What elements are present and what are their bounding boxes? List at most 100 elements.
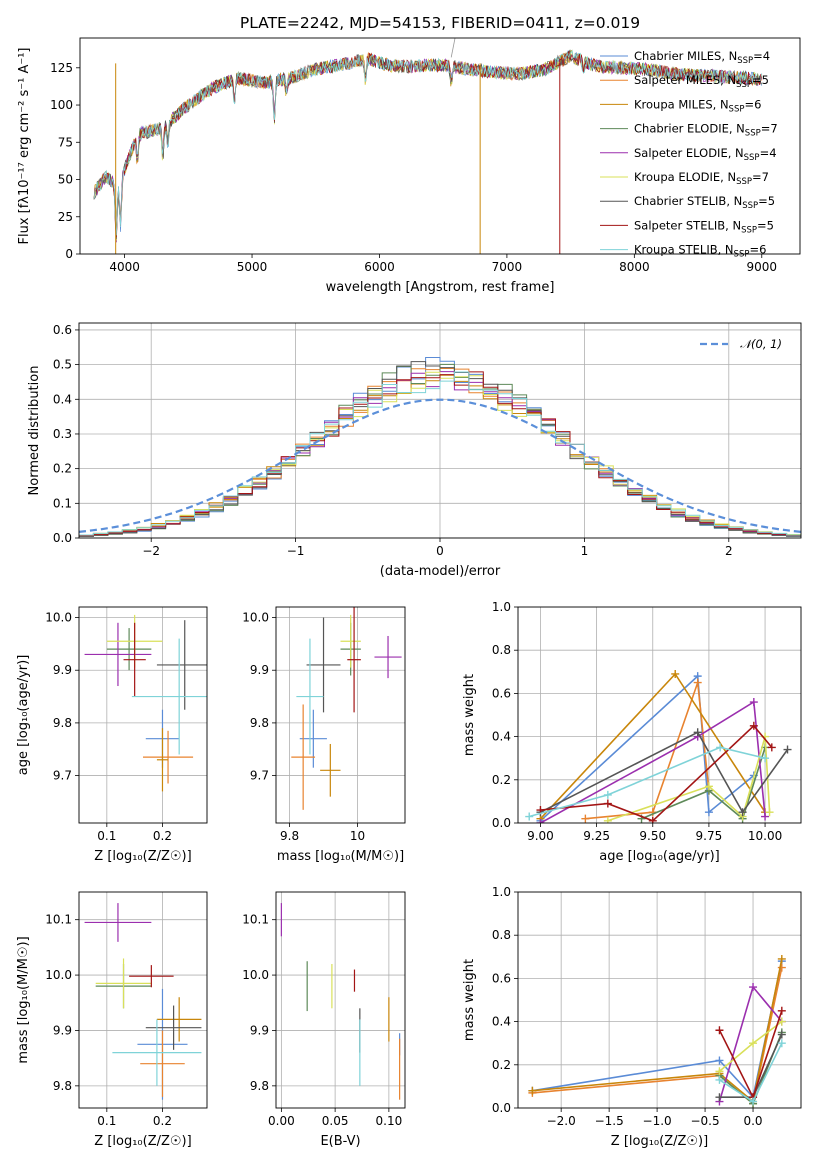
y-tick-label: 1.0	[492, 885, 511, 899]
y-tick-label: 10.0	[45, 968, 72, 982]
y-axis-label: Normed distribution	[27, 366, 42, 496]
axes-frame	[78, 322, 802, 539]
mass-weight-marker	[777, 963, 786, 972]
y-tick-label: 0.1	[53, 496, 72, 510]
errorbar-point	[84, 622, 152, 687]
y-tick-label: 0.2	[492, 773, 511, 787]
panel-mass-vs-ebv: 0.00 0.05 0.10 9.8 9.9 10.0 10.1 E(B-V)	[242, 891, 406, 1149]
y-tick-label: 9.7	[53, 769, 72, 783]
y-tick-label: 10.0	[45, 611, 72, 625]
x-tick-label: 6000	[364, 260, 395, 274]
y-axis-label: age [log₁₀(age/yr)]	[16, 655, 31, 776]
y-tick-label: 100	[50, 98, 73, 112]
axes-frame	[275, 606, 406, 824]
y-axis-label: mass weight	[462, 959, 477, 1041]
errorbar-point	[291, 704, 316, 810]
errorbar-point	[340, 614, 361, 668]
mass-weight-line	[585, 682, 710, 820]
y-tick-label: 75	[58, 135, 73, 149]
spectrum-legend: Chabrier MILES, NSSP=4 Salpeter MILES, NS…	[600, 49, 778, 260]
x-tick-label: 2	[725, 544, 733, 558]
errorbar-point	[95, 958, 152, 1009]
x-axis-label: Z [log₁₀(Z/Z☉)]	[611, 1134, 708, 1149]
mass-weight-line	[532, 958, 783, 1103]
x-tick-label: 10	[350, 829, 365, 843]
errorbar-point	[306, 617, 341, 713]
mass-weight-marker	[671, 669, 680, 678]
panel-mass-weight-vs-Z: −2.0 −1.5 −1.0 −0.5 0.0 0.0 0.2 0.4 0.6 0.8 1.0 Z […	[462, 885, 802, 1149]
y-tick-label: 10.0	[242, 968, 269, 982]
x-tick-label: 0	[436, 544, 444, 558]
y-tick-label: 0.0	[53, 531, 72, 545]
mass-weight-marker	[777, 1006, 786, 1015]
mass-weight-marker	[715, 1056, 724, 1065]
axes-frame	[275, 891, 406, 1109]
errorbar-point	[156, 997, 202, 1042]
y-tick-label: 1.0	[492, 600, 511, 614]
mass-weight-marker	[783, 745, 792, 754]
panel-mass-vs-Z: 0.1 0.2 9.8 9.9 10.0 10.1 Z [log₁₀(Z/Z☉)] mass …	[16, 891, 208, 1149]
x-tick-label: 1	[581, 544, 589, 558]
x-tick-label: 0.00	[268, 1114, 295, 1128]
mass-weight-marker	[603, 816, 612, 823]
mass-weight-marker	[767, 743, 776, 752]
panel-mass-weight-vs-age: 9.00 9.25 9.50 9.75 10.00 0.0 0.2 0.4 0.6 0.8 1.0 a…	[462, 600, 802, 864]
legend-entry: Chabrier MILES, NSSP=4	[634, 49, 770, 66]
plot-area-mass-vs-Z	[79, 892, 207, 1108]
x-tick-label: 4000	[109, 260, 140, 274]
mass-weight-marker	[765, 808, 774, 817]
mass-weight-marker	[761, 754, 770, 763]
legend-entry: Salpeter STELIB, NSSP=5	[634, 218, 774, 235]
axes-frame	[517, 606, 802, 824]
histogram-salpeter-stelib	[79, 371, 801, 537]
mass-weight-marker	[749, 983, 758, 992]
mass-weight-marker	[777, 954, 786, 963]
mass-weight-marker	[704, 808, 713, 817]
histogram-salpeter-elodie	[79, 371, 801, 537]
y-tick-label: 9.7	[250, 769, 269, 783]
spectrum-line-salpeter-stelib	[93, 50, 763, 238]
mass-weight-marker	[749, 698, 758, 707]
mass-weight-marker	[525, 812, 534, 821]
mass-weight-marker	[715, 1093, 724, 1102]
x-tick-label: 9.8	[280, 829, 299, 843]
errorbar-point	[143, 730, 194, 784]
y-tick-label: 9.9	[53, 1023, 72, 1037]
x-tick-label: 7000	[492, 260, 523, 274]
mass-weight-marker	[749, 721, 758, 730]
panel-age-vs-mass: 9.8 10 9.7 9.8 9.9 10.0 mass [log₁₀(M/M☉)]	[242, 606, 406, 864]
y-tick-label: 0.2	[492, 1058, 511, 1072]
errorbar-point	[140, 1030, 185, 1097]
x-axis-label: wavelength [Angstrom, rest frame]	[326, 280, 555, 295]
y-tick-label: 0.0	[492, 816, 511, 830]
legend-entry: Kroupa ELODIE, NSSP=7	[634, 170, 769, 187]
y-tick-label: 0.4	[492, 730, 511, 744]
mass-weight-marker	[581, 814, 590, 823]
plot-area-mass-weight-vs-age	[518, 607, 801, 823]
x-tick-label: −1	[287, 544, 305, 558]
x-tick-label: −1.5	[595, 1114, 624, 1128]
x-tick-label: 0.1	[97, 1114, 116, 1128]
mass-weight-line	[528, 746, 766, 818]
x-tick-label: 9.75	[696, 829, 723, 843]
x-tick-label: 10.00	[748, 829, 782, 843]
x-tick-label: −0.5	[690, 1114, 719, 1128]
mass-weight-line	[641, 747, 766, 821]
mass-weight-marker	[693, 728, 702, 737]
figure-title: PLATE=2242, MJD=54153, FIBERID=0411, z=0…	[240, 14, 640, 32]
x-tick-label: −1.0	[643, 1114, 672, 1128]
plot-area-spectrum	[93, 38, 763, 254]
y-tick-label: 10.1	[242, 913, 269, 927]
mass-weight-marker	[715, 1067, 724, 1076]
x-tick-label: 0.05	[322, 1114, 349, 1128]
mass-weight-marker	[528, 1086, 537, 1095]
mass-weight-marker	[749, 1097, 758, 1106]
errorbar-point	[112, 1019, 202, 1086]
y-tick-label: 0.6	[492, 686, 511, 700]
axes-frame	[78, 891, 208, 1109]
y-tick-label: 0.8	[492, 643, 511, 657]
mass-weight-marker	[704, 782, 713, 791]
plot-area-mass-weight-vs-Z	[518, 892, 801, 1108]
x-tick-label: 9.50	[639, 829, 666, 843]
legend-entry: Chabrier STELIB, NSSP=5	[634, 194, 775, 211]
